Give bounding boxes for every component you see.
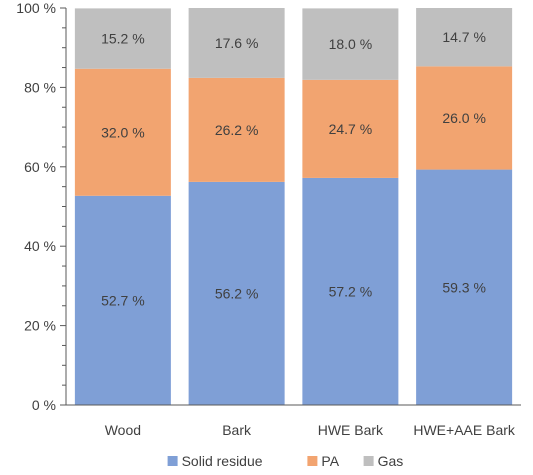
legend-swatch <box>307 456 318 466</box>
legend-swatch <box>167 456 178 466</box>
legend-label: PA <box>321 453 339 469</box>
legend: Solid residue PA Gas <box>167 453 404 469</box>
y-axis: 0 % 20 % 40 % 60 % 80 % 100 % <box>16 0 67 413</box>
data-label: 24.7 % <box>329 121 373 137</box>
data-label: 52.7 % <box>101 292 145 308</box>
y-tick-label: 60 % <box>24 159 56 175</box>
data-label: 26.0 % <box>442 110 486 126</box>
bar-pa-3 <box>416 66 513 170</box>
bar-solid-residue-3 <box>416 169 513 405</box>
legend-swatch <box>363 456 374 466</box>
bar-solid-residue-1 <box>188 181 285 405</box>
bars-group: 52.7 % 32.0 % 15.2 % 56.2 % 26.2 % 17.6 % 57.2… <box>74 8 513 405</box>
data-label: 26.2 % <box>215 122 259 138</box>
data-label: 18.0 % <box>329 36 373 52</box>
data-label: 15.2 % <box>101 31 145 47</box>
y-tick-label: 100 % <box>16 0 56 16</box>
bar-pa-0 <box>74 68 171 196</box>
bar-gas-0 <box>74 8 171 69</box>
data-label: 59.3 % <box>442 279 486 295</box>
x-tick-label: Wood <box>105 422 141 438</box>
y-tick-label: 40 % <box>24 238 56 254</box>
legend-label: Solid residue <box>182 453 263 469</box>
data-label: 56.2 % <box>215 285 259 301</box>
bar-solid-residue-2 <box>302 177 399 405</box>
x-tick-label: Bark <box>222 422 252 438</box>
x-tick-label: HWE Bark <box>318 422 384 438</box>
data-label: 17.6 % <box>215 35 259 51</box>
x-axis: Wood Bark HWE Bark HWE+AAE Bark <box>66 404 521 438</box>
legend-label: Gas <box>378 453 404 469</box>
data-label: 32.0 % <box>101 124 145 140</box>
bar-pa-2 <box>302 79 399 178</box>
bar-pa-1 <box>188 77 285 182</box>
data-label: 57.2 % <box>329 283 373 299</box>
y-tick-label: 0 % <box>32 397 56 413</box>
bar-gas-3 <box>416 8 513 67</box>
bar-solid-residue-0 <box>74 195 171 405</box>
bar-gas-2 <box>302 8 399 80</box>
x-tick-label: HWE+AAE Bark <box>413 422 516 438</box>
y-tick-label: 80 % <box>24 79 56 95</box>
y-tick-label: 20 % <box>24 318 56 334</box>
data-label: 14.7 % <box>442 29 486 45</box>
bar-gas-1 <box>188 8 285 78</box>
